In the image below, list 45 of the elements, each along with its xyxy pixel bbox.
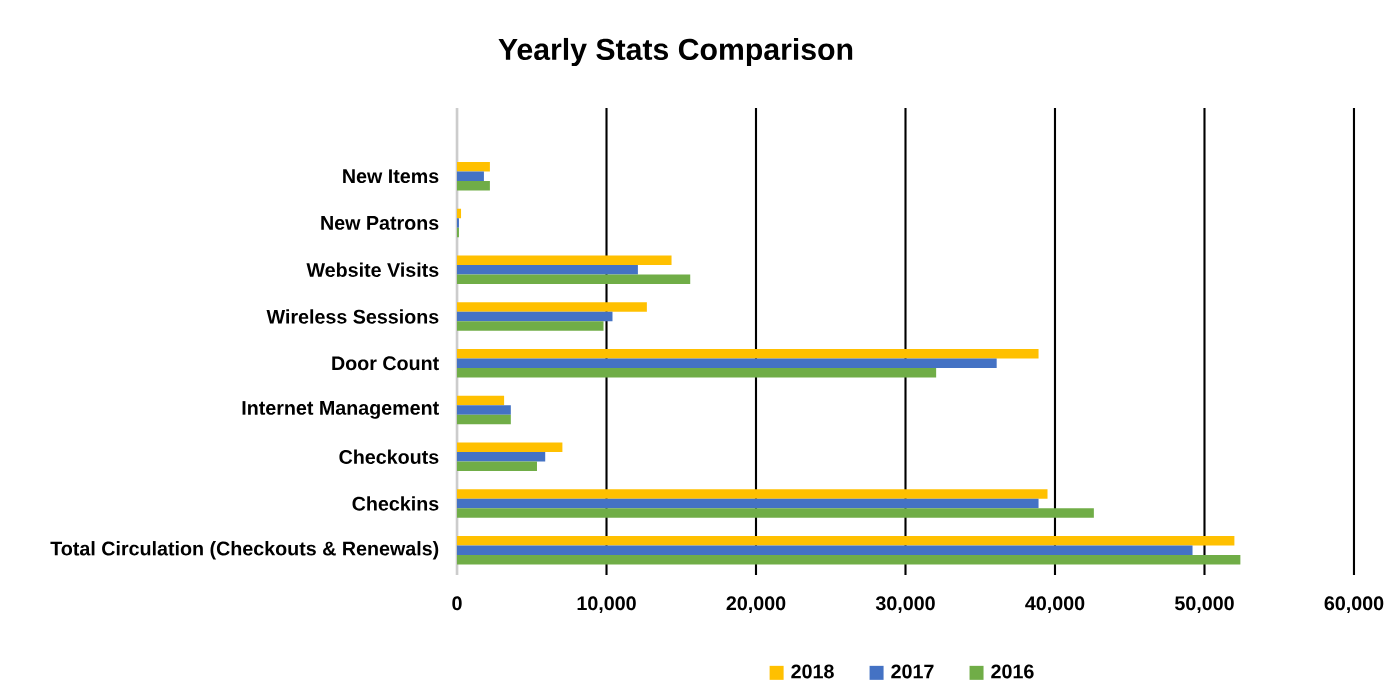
x-tick-label: 50,000 [1175,596,1234,613]
bar [457,274,691,284]
bar [457,545,1193,555]
y-tick-label: Wireless Sessions [266,309,439,324]
chart-title: Yearly Stats Comparison [498,37,853,66]
bar [457,451,546,462]
bar [457,321,604,331]
bar [457,405,511,415]
bar [457,489,1048,499]
y-tick-label: Checkouts [339,449,439,464]
x-tick-label: 10,000 [577,596,636,613]
bar [457,554,1241,565]
bar [457,255,672,265]
bar [457,442,563,452]
legend-label: 2017 [891,664,934,679]
y-tick-label: Website Visits [306,262,439,277]
x-tick-label: 0 [452,596,462,611]
bar [457,171,484,181]
bar [457,414,511,425]
y-tick-label: Door Count [332,356,439,371]
bar [457,208,462,219]
x-tick-label: 40,000 [1025,596,1085,613]
bar [457,535,1235,546]
y-tick-label: New Items [343,169,439,183]
x-tick-label: 60,000 [1324,596,1384,613]
bar [457,302,647,312]
bar [457,461,537,471]
bar [457,367,937,378]
bar [457,508,1094,518]
bar [457,180,490,191]
legend-label: 2018 [791,664,834,679]
bar [457,348,1039,359]
y-tick-label: Internet Management [242,400,439,419]
bar [457,358,997,368]
legend-label: 2016 [991,664,1034,679]
y-tick-label: Checkins [352,496,439,511]
bar [457,264,638,275]
bar [457,311,613,322]
bar [457,161,490,172]
x-tick-label: 30,000 [875,596,935,613]
bar [457,498,1039,509]
y-tick-label: Total Circulation (Checkouts & Renewals) [50,540,439,560]
bar [457,395,505,406]
x-tick-label: 20,000 [726,596,786,613]
y-tick-label: New Patrons [321,215,439,230]
